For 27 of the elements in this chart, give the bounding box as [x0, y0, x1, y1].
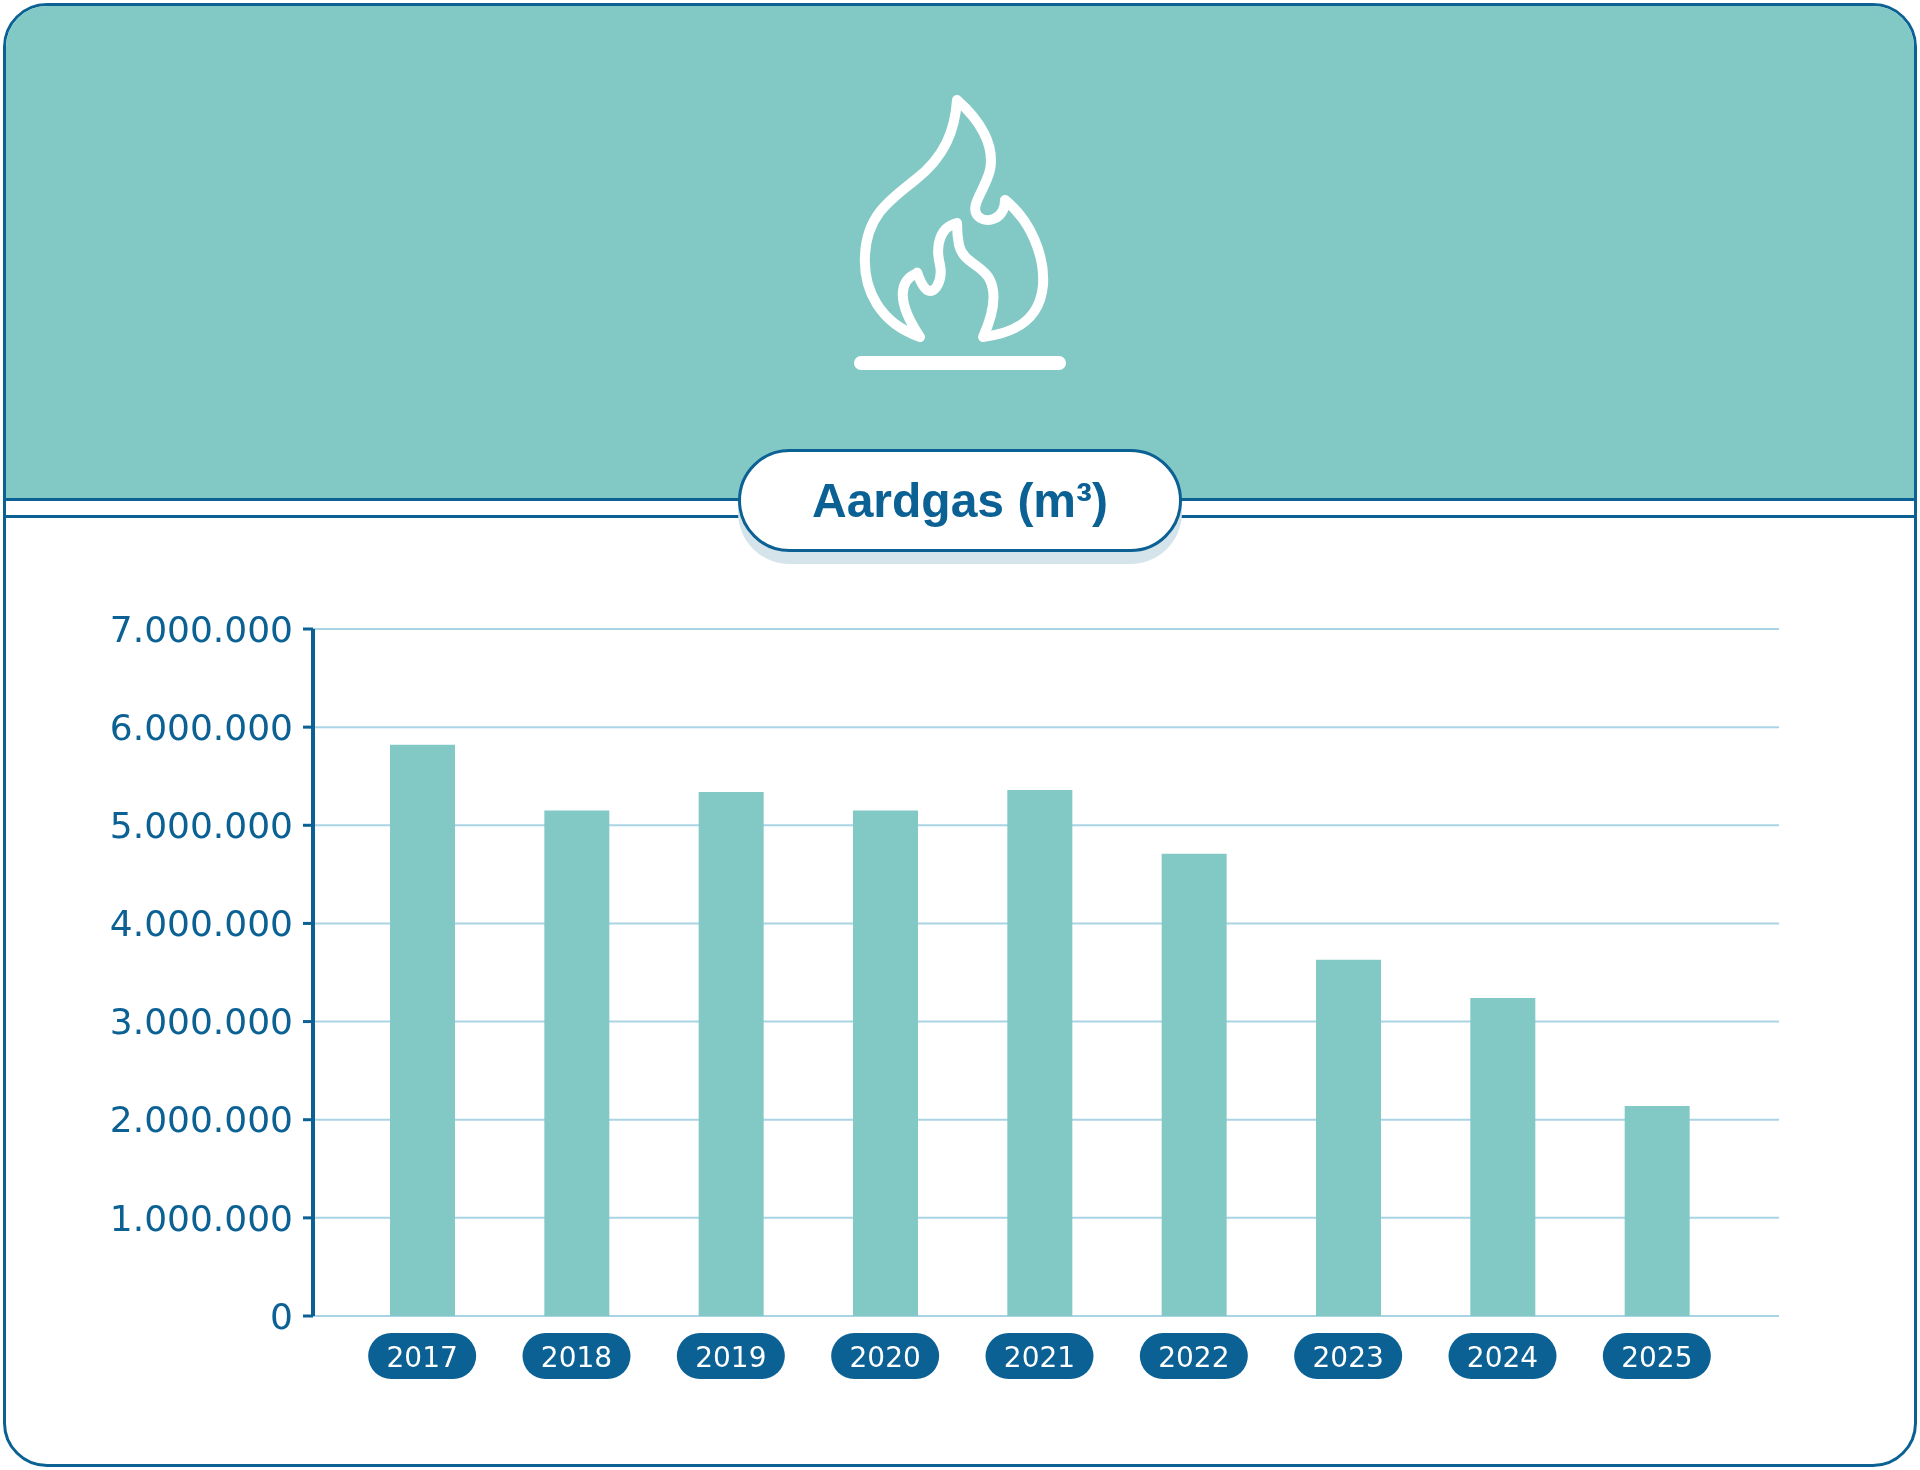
- y-tick-label: 6.000.000: [109, 706, 293, 748]
- x-tick-label: 2023: [1312, 1340, 1384, 1374]
- x-tick-label: 2024: [1466, 1340, 1539, 1374]
- y-tick-label: 2.000.000: [109, 1099, 293, 1141]
- x-tick-label: 2019: [695, 1340, 767, 1374]
- y-tick-label: 1.000.000: [109, 1197, 293, 1239]
- y-tick-label: 5.000.000: [109, 805, 293, 847]
- bar: [1316, 959, 1381, 1316]
- x-tick-label: 2018: [540, 1340, 613, 1374]
- bar: [544, 810, 610, 1316]
- x-tick-label: 2025: [1621, 1340, 1693, 1374]
- y-tick-label: 4.000.000: [109, 903, 293, 945]
- x-tick-label: 2020: [849, 1340, 921, 1374]
- bar: [698, 791, 764, 1316]
- x-tick-label: 2021: [1003, 1340, 1076, 1374]
- bar: [1470, 998, 1536, 1316]
- x-tick-label: 2017: [386, 1340, 458, 1374]
- chart-title: Aardgas (m³): [811, 473, 1109, 528]
- x-tick-label: 2022: [1158, 1340, 1230, 1374]
- bar: [1624, 1105, 1690, 1316]
- bar: [1161, 853, 1227, 1316]
- bar: [390, 744, 455, 1316]
- y-tick-label: 0: [270, 1295, 293, 1337]
- y-tick-label: 7.000.000: [109, 608, 293, 650]
- bar: [853, 810, 918, 1316]
- y-tick-label: 3.000.000: [109, 1001, 293, 1043]
- bar: [1007, 789, 1073, 1316]
